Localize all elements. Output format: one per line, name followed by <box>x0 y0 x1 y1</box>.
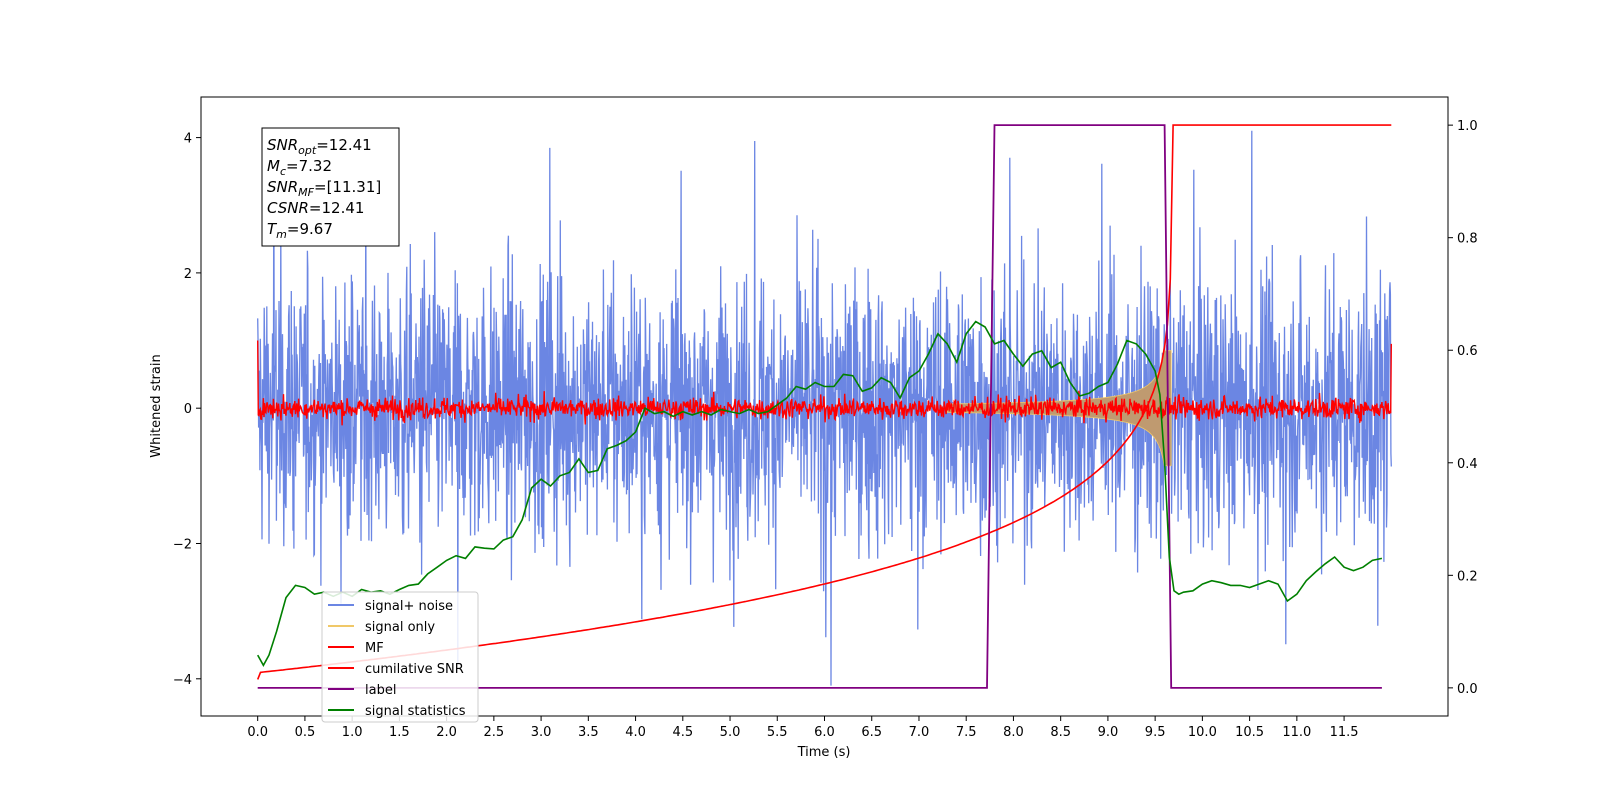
y-tick-label: −2 <box>173 537 192 552</box>
x-tick-label: 8.5 <box>1050 725 1071 740</box>
x-tick-label: 3.0 <box>531 725 552 740</box>
x-tick-label: 1.0 <box>342 725 363 740</box>
x-tick-label: 0.0 <box>247 725 268 740</box>
plot-series <box>256 124 1392 689</box>
series-signal-statistics <box>257 320 1383 667</box>
legend-label: cumilative SNR <box>365 662 464 677</box>
x-axis: 0.0 0.5 1.0 1.5 2.0 2.5 3.0 3.5 4.0 4.5 5.0 5.5 6.0 6… <box>247 716 1359 740</box>
legend-label: signal statistics <box>365 704 466 719</box>
annotation-line: Mc=7.32 <box>267 157 332 178</box>
annotation-line: CSNR=12.41 <box>267 199 364 217</box>
x-tick-label: 2.5 <box>484 725 505 740</box>
x-tick-label: 11.5 <box>1330 725 1359 740</box>
x-tick-label: 11.0 <box>1282 725 1311 740</box>
stats-annotation-box: SNRopt=12.41Mc=7.32SNRMF=[11.31]CSNR=12.… <box>261 127 400 247</box>
x-tick-label: 7.0 <box>909 725 930 740</box>
x-tick-label: 3.5 <box>578 725 599 740</box>
x-tick-label: 6.0 <box>814 725 835 740</box>
x-tick-label: 4.0 <box>625 725 646 740</box>
y-tick-label: 0 <box>184 402 192 417</box>
y-axis-left: −4 −2 0 2 4 <box>173 132 201 688</box>
x-axis-label: Time (s) <box>797 745 851 760</box>
annotation-line: Tm=9.67 <box>267 220 333 241</box>
series-label <box>257 124 1382 689</box>
annotation-line: SNRMF=[11.31] <box>267 178 381 199</box>
legend-label: label <box>365 683 396 698</box>
x-tick-label: 9.5 <box>1145 725 1166 740</box>
x-tick-label: 6.5 <box>861 725 882 740</box>
annotation-frame <box>261 127 400 247</box>
y-axis-label: Whitened strain <box>149 354 164 457</box>
y2-tick-label: 0.2 <box>1457 569 1478 584</box>
legend-frame <box>321 591 479 723</box>
x-tick-label: 5.0 <box>720 725 741 740</box>
x-tick-label: 9.0 <box>1098 725 1119 740</box>
y2-tick-label: 0.8 <box>1457 232 1478 247</box>
y2-tick-label: 1.0 <box>1457 119 1478 134</box>
y-tick-label: 2 <box>184 267 192 282</box>
x-tick-label: 10.0 <box>1188 725 1217 740</box>
legend: signal+ noise signal only MF cumilative SNR… <box>321 591 479 723</box>
x-tick-label: 2.0 <box>436 725 457 740</box>
legend-label: signal only <box>365 620 435 635</box>
y2-tick-label: 0.0 <box>1457 682 1478 697</box>
x-tick-label: 4.5 <box>672 725 693 740</box>
legend-label: MF <box>365 641 384 656</box>
annotation-line: SNRopt=12.41 <box>267 136 372 157</box>
y-tick-label: −4 <box>173 673 192 688</box>
y-tick-label: 4 <box>184 132 192 147</box>
y2-tick-label: 0.6 <box>1457 344 1478 359</box>
x-tick-label: 5.5 <box>767 725 788 740</box>
x-tick-label: 10.5 <box>1235 725 1264 740</box>
y2-tick-label: 0.4 <box>1457 457 1478 472</box>
y-axis-right: 0.0 0.2 0.4 0.6 0.8 1.0 <box>1448 119 1478 697</box>
legend-label: signal+ noise <box>365 599 453 614</box>
x-tick-label: 1.5 <box>389 725 410 740</box>
x-tick-label: 0.5 <box>295 725 316 740</box>
series-mf <box>257 340 1392 426</box>
x-tick-label: 8.0 <box>1003 725 1024 740</box>
x-tick-label: 7.5 <box>956 725 977 740</box>
